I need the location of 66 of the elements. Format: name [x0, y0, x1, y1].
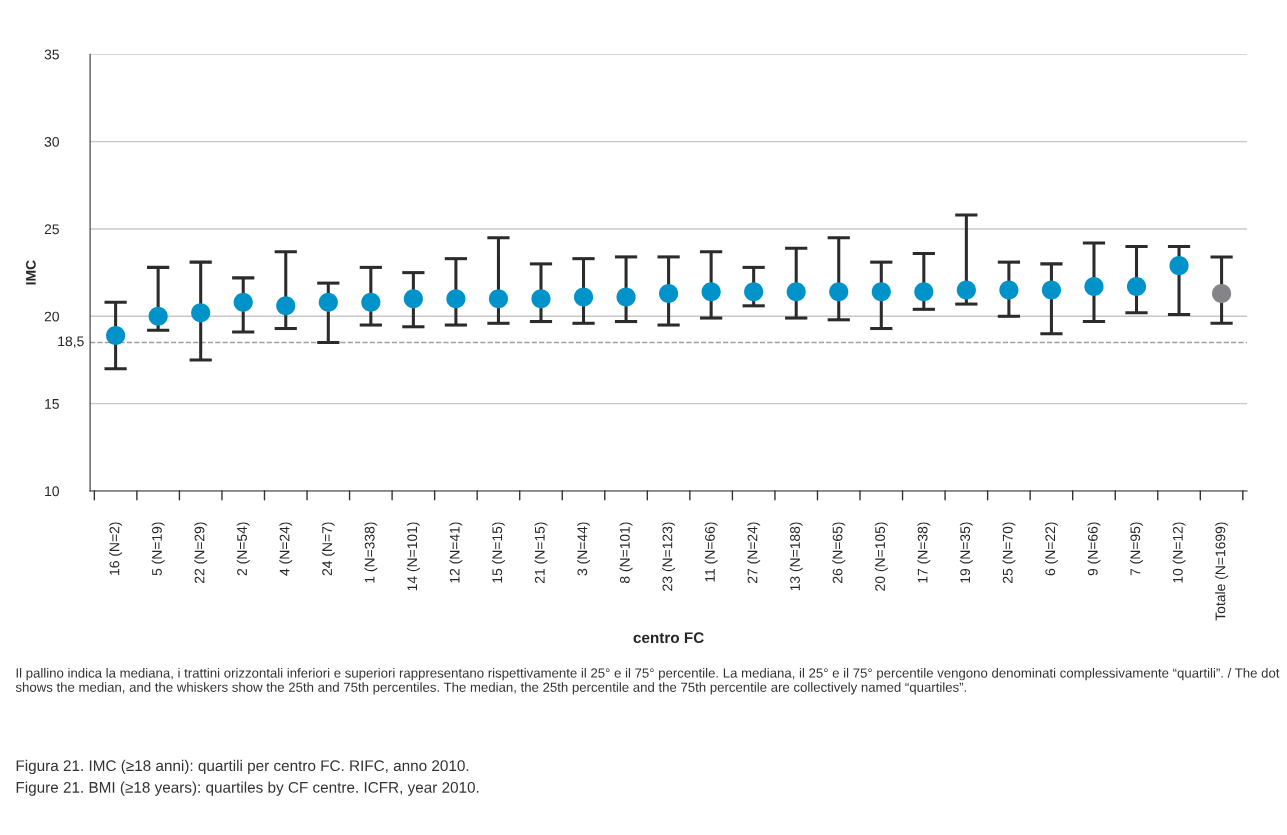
x-tick-label: 6 (N=22)	[1044, 522, 1058, 576]
y-tick-label: 30	[44, 136, 59, 147]
point	[701, 282, 721, 302]
x-tick-label: 22 (N=29)	[194, 522, 208, 583]
point	[999, 280, 1019, 300]
x-tick-label: 8 (N=101)	[619, 522, 633, 584]
x-tick-label: 13 (N=188)	[789, 522, 803, 591]
x-tick-label: 20 (N=105)	[874, 522, 888, 591]
point	[276, 296, 296, 316]
point	[1084, 277, 1104, 297]
y-tick-label: 35	[44, 49, 59, 60]
point	[744, 282, 764, 302]
point	[488, 289, 509, 309]
x-tick-label: 27 (N=24)	[747, 522, 761, 583]
x-tick-label: 26 (N=65)	[832, 522, 846, 583]
x-tick-label: 21 (N=15)	[534, 522, 548, 583]
point	[233, 292, 253, 312]
point	[1169, 256, 1189, 276]
x-tick-label: 11 (N=66)	[704, 522, 718, 582]
y-axis-title: IMC	[25, 260, 36, 285]
x-tick-label: 15 (N=15)	[491, 522, 505, 583]
point	[318, 292, 338, 312]
x-tick-label: 9 (N=66)	[1087, 522, 1101, 576]
x-tick-label: 5 (N=19)	[151, 522, 165, 576]
ref-line-label: 18,5	[58, 336, 84, 348]
point	[1126, 277, 1147, 297]
point	[531, 289, 551, 309]
point	[573, 287, 594, 307]
y-tick-label: 25	[44, 224, 59, 235]
x-tick-label: 24 (N=7)	[321, 522, 335, 576]
x-tick-label: Totale (N=1699)	[1215, 522, 1229, 621]
x-tick-label: 17 (N=38)	[917, 522, 931, 583]
x-tick-label: 2 (N=54)	[236, 522, 250, 576]
y-tick-label: 10	[45, 486, 59, 497]
y-tick-label: 15	[45, 399, 59, 409]
x-axis-title: centro FC	[633, 632, 704, 644]
point	[361, 292, 381, 312]
x-tick-label: 14 (N=101)	[406, 522, 420, 591]
point	[659, 284, 679, 304]
point	[191, 303, 211, 323]
point	[403, 289, 423, 309]
point	[1212, 284, 1232, 304]
point	[871, 282, 891, 302]
x-tick-label: 12 (N=41)	[449, 522, 463, 583]
text: Il pallino indica la mediana, i trattini orizzontali inferiori e superiori rappresentano rispettivamente il 25° e il 75° percentile. La mediana, il 25° e il 75° percentile vengono denominati complessivamente “quartili”. / The dot shows the median, and the whiskers show the 25th and 75th percentiles. The median, the 25th percentile and the 75th percentile are collectively named “quartiles”.	[15, 668, 1280, 695]
point	[106, 325, 126, 346]
x-tick-label: 19 (N=35)	[959, 522, 973, 583]
point	[148, 306, 168, 326]
x-tick-label: 1 (N=338)	[364, 522, 378, 583]
point	[956, 280, 976, 300]
x-tick-label: 7 (N=95)	[1130, 522, 1143, 576]
point	[786, 282, 806, 302]
point	[446, 289, 466, 309]
x-tick-label: 23 (N=123)	[662, 522, 676, 591]
x-tick-label: 10 (N=12)	[1172, 522, 1186, 583]
point	[1041, 280, 1061, 300]
y-tick-label: 20	[44, 311, 59, 322]
text: Figura 21. IMC (≥18 anni): quartili per centro FC. RIFC, anno 2010.	[16, 759, 469, 775]
point	[829, 282, 849, 302]
x-tick-label: 25 (N=70)	[1002, 522, 1016, 583]
caption: Figure 21. BMI (≥18 years): quartiles by CF centre. ICFR, year 2010.	[16, 781, 479, 796]
x-tick-label: 3 (N=44)	[577, 522, 590, 576]
x-tick-label: 16 (N=2)	[109, 522, 123, 575]
point	[914, 282, 934, 302]
point	[616, 287, 636, 307]
x-tick-label: 4 (N=24)	[279, 522, 293, 576]
